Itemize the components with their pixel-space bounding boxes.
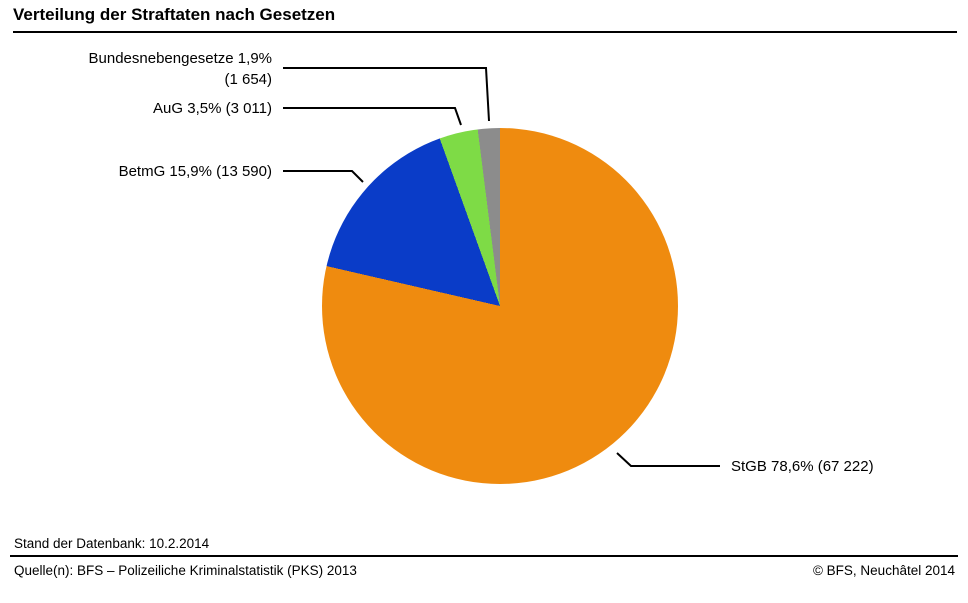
slice-label-bundesnebengesetze: Bundesnebengesetze 1,9% (1 654) [89,48,272,90]
footer-divider [10,555,958,557]
slice-label-aug: AuG 3,5% (3 011) [153,100,272,117]
leader-line-stgb [616,452,720,467]
copyright-text: © BFS, Neuchâtel 2014 [812,563,955,578]
leader-line-aug [283,107,462,126]
database-status-text: Stand der Datenbank: 10.2.2014 [14,536,210,551]
slice-label-stgb: StGB 78,6% (67 222) [731,458,874,475]
pie-chart [322,128,678,484]
slice-label-betmg: BetmG 15,9% (13 590) [118,163,272,180]
page-title: Verteilung der Straftaten nach Gesetzen [13,5,336,24]
source-text: Quelle(n): BFS – Polizeiliche Kriminalst… [14,563,357,578]
leader-line-bundesnebengesetze [283,67,490,122]
slice-label-bundesnebengesetze-line1: Bundesnebengesetze 1,9% [88,50,272,67]
slice-label-bundesnebengesetze-line2: (1 654) [224,71,272,88]
leader-line-betmg [283,170,364,183]
title-divider [13,31,957,33]
